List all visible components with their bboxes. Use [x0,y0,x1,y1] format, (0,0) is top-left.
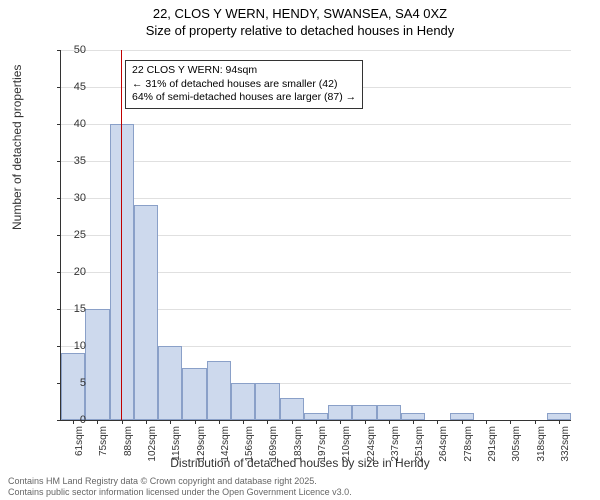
footer-line2: Contains public sector information licen… [8,487,352,498]
xtick-mark [292,420,293,424]
ytick-label: 25 [46,229,86,241]
ytick-label: 10 [46,340,86,352]
histogram-bar [304,413,328,420]
histogram-bar [158,346,182,420]
xtick-label: 156sqm [244,426,255,476]
xtick-label: 129sqm [196,426,207,476]
xtick-label: 251sqm [414,426,425,476]
xtick-mark [559,420,560,424]
xtick-mark [486,420,487,424]
xtick-mark [413,420,414,424]
histogram-chart: 22 CLOS Y WERN: 94sqm← 31% of detached h… [60,50,571,421]
footer-line1: Contains HM Land Registry data © Crown c… [8,476,352,487]
histogram-bar [450,413,474,420]
histogram-bar [401,413,425,420]
xtick-label: 237sqm [390,426,401,476]
xtick-mark [170,420,171,424]
xtick-label: 318sqm [536,426,547,476]
xtick-label: 210sqm [341,426,352,476]
xtick-mark [316,420,317,424]
ytick-label: 5 [46,377,86,389]
annotation-line1: 22 CLOS Y WERN: 94sqm [132,64,356,78]
xtick-mark [97,420,98,424]
title-line2: Size of property relative to detached ho… [0,23,600,40]
histogram-bar [85,309,109,420]
xtick-label: 142sqm [220,426,231,476]
gridline [61,161,571,162]
histogram-bar [231,383,255,420]
xtick-mark [510,420,511,424]
xtick-mark [146,420,147,424]
gridline [61,198,571,199]
xtick-mark [365,420,366,424]
histogram-bar [255,383,279,420]
xtick-mark [535,420,536,424]
xtick-mark [219,420,220,424]
ytick-label: 35 [46,155,86,167]
xtick-mark [340,420,341,424]
xtick-label: 61sqm [74,426,85,476]
ytick-label: 50 [46,44,86,56]
xtick-label: 115sqm [171,426,182,476]
histogram-bar [182,368,206,420]
xtick-mark [122,420,123,424]
ytick-label: 40 [46,118,86,130]
annotation-line2: ← 31% of detached houses are smaller (42… [132,78,356,92]
y-axis-label: Number of detached properties [10,65,24,230]
ytick-label: 15 [46,303,86,315]
xtick-mark [267,420,268,424]
xtick-mark [437,420,438,424]
chart-title: 22, CLOS Y WERN, HENDY, SWANSEA, SA4 0XZ… [0,0,600,40]
footer-attribution: Contains HM Land Registry data © Crown c… [8,476,352,498]
histogram-bar [280,398,304,420]
ytick-label: 20 [46,266,86,278]
xtick-label: 88sqm [123,426,134,476]
xtick-label: 102sqm [147,426,158,476]
title-line1: 22, CLOS Y WERN, HENDY, SWANSEA, SA4 0XZ [0,6,600,23]
ytick-label: 45 [46,81,86,93]
xtick-label: 169sqm [268,426,279,476]
annotation-box: 22 CLOS Y WERN: 94sqm← 31% of detached h… [125,60,363,109]
xtick-mark [243,420,244,424]
gridline [61,124,571,125]
histogram-bar [547,413,571,420]
histogram-bar [207,361,231,420]
histogram-bar [352,405,376,420]
xtick-label: 305sqm [511,426,522,476]
gridline [61,50,571,51]
xtick-label: 75sqm [98,426,109,476]
ytick-label: 30 [46,192,86,204]
histogram-bar [328,405,352,420]
xtick-label: 332sqm [560,426,571,476]
property-marker-line [121,50,122,420]
xtick-label: 291sqm [487,426,498,476]
xtick-label: 224sqm [366,426,377,476]
xtick-label: 264sqm [438,426,449,476]
xtick-mark [389,420,390,424]
annotation-line3: 64% of semi-detached houses are larger (… [132,91,356,105]
xtick-mark [462,420,463,424]
xtick-label: 278sqm [463,426,474,476]
xtick-mark [195,420,196,424]
histogram-bar [134,205,158,420]
histogram-bar [377,405,401,420]
ytick-label: 0 [46,414,86,426]
xtick-label: 197sqm [317,426,328,476]
xtick-label: 183sqm [293,426,304,476]
